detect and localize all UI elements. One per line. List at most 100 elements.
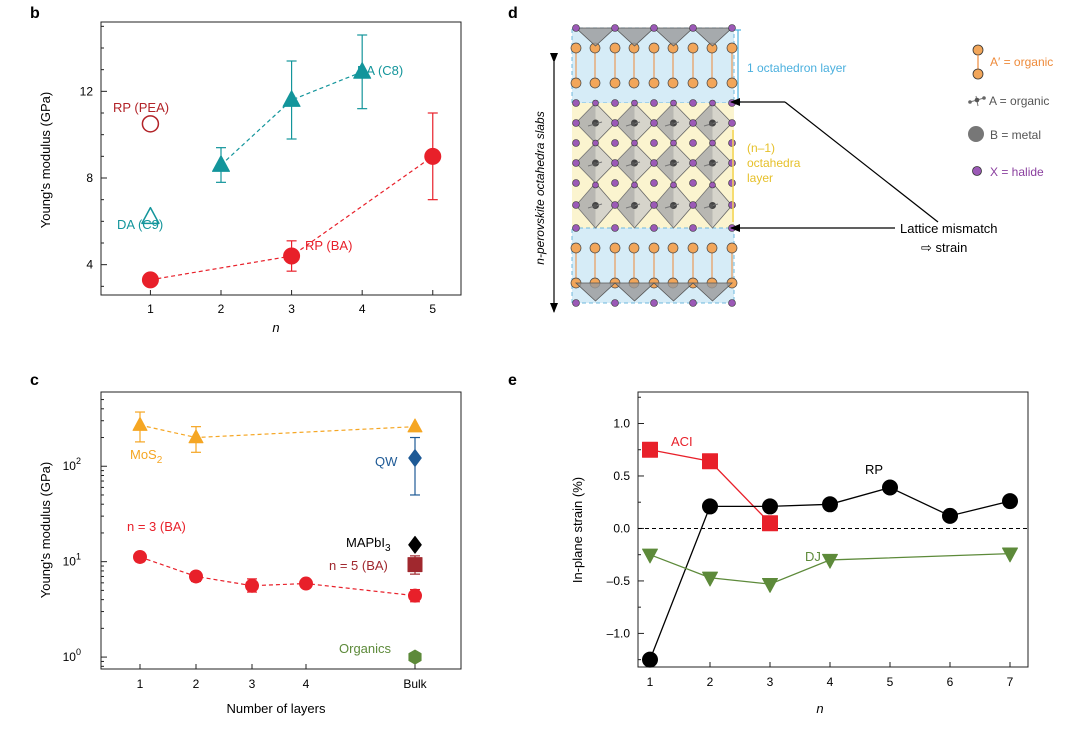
halide-atom: [650, 179, 658, 187]
halide-atom: [611, 99, 619, 107]
panel-b-frame: [100, 21, 462, 296]
panel-e: e 1 2 3 4 5 6 7 1.0 0.5 0.0 –0.5 –1.0 ACI RP DJ In-…: [508, 372, 1029, 716]
point-aci: [702, 453, 718, 470]
panel-c-label-n3: n = 3 (BA): [127, 519, 186, 534]
a-site-atom: [670, 162, 674, 166]
octahedron-shade: [693, 103, 713, 143]
perovskite-lattice-illustration: [570, 24, 738, 307]
panel-e-label-dj: DJ: [805, 549, 821, 564]
spacer-cation: [687, 42, 699, 54]
a-site-atom: [593, 122, 597, 126]
legend-a-prime-label: A′ = organic: [990, 55, 1053, 69]
point-mos2: [132, 416, 148, 431]
halide-atom: [670, 181, 677, 189]
spacer-cation: [648, 42, 660, 54]
series-line-mos2: [139, 424, 416, 439]
point-mapbi3: [408, 535, 422, 554]
a-site-atom: [670, 122, 674, 126]
halide-atom: [631, 181, 638, 189]
octahedron-shade: [693, 143, 713, 183]
panel-b-label-da-c8: DA (C8): [357, 63, 403, 78]
x-tick-label: 1: [137, 677, 144, 691]
x-tick-label: 5: [887, 675, 894, 689]
spacer-cation: [648, 242, 660, 254]
spacer-cation: [609, 242, 621, 254]
panel-b-y-axis-title: Young's modulus (GPa): [38, 92, 53, 228]
panel-d-letter: d: [508, 5, 518, 22]
panel-c-series: [132, 411, 423, 665]
halide-atom: [728, 139, 736, 147]
octahedron: [613, 27, 656, 47]
halide-atom: [572, 99, 580, 107]
dumbbell-icon: [972, 44, 984, 80]
mismatch-label-2: ⇨ strain: [921, 240, 967, 255]
halide-atom: [650, 24, 658, 32]
x-tick-label: Bulk: [403, 677, 427, 691]
a-site-atom: [593, 162, 597, 166]
spacer-cation: [706, 242, 718, 254]
panel-e-series: [642, 441, 1018, 668]
x-tick-label: 5: [429, 302, 436, 316]
point-mos2: [188, 429, 204, 444]
a-site-atom: [709, 204, 713, 208]
spacer-cation: [667, 242, 679, 254]
x-tick-label: 1: [147, 302, 154, 316]
panel-c-ticks: 1 2 3 4 Bulk 100 101 102: [63, 391, 428, 691]
point-dj: [1002, 547, 1018, 563]
x-tick-label: 4: [359, 302, 366, 316]
halide-atom: [572, 201, 580, 209]
halide-atom: [611, 179, 619, 187]
x-tick-label: 6: [947, 675, 954, 689]
point-rp: [702, 498, 718, 515]
point-rp: [1002, 493, 1018, 510]
panel-b-label-rp-pea: RP (PEA): [113, 100, 169, 115]
y-tick-label: 0.0: [613, 521, 630, 535]
point-rp-ba: [283, 247, 301, 265]
halide-atom: [650, 224, 658, 232]
molecule-icon: [968, 95, 986, 107]
panel-b-label-da-c9: DA (C9): [117, 217, 163, 232]
halide-atom: [689, 179, 697, 187]
point-rp: [882, 479, 898, 496]
spacer-cation: [726, 77, 738, 89]
metal-sphere-icon: [968, 126, 984, 142]
halide-atom: [689, 224, 697, 232]
octahedron-shade: [615, 183, 635, 228]
x-tick-label: 2: [218, 302, 225, 316]
a-site-atom: [709, 162, 713, 166]
halide-atom: [728, 299, 736, 307]
halide-atom: [709, 181, 716, 189]
octahedron: [691, 27, 734, 47]
point-n-5-ba: [407, 557, 423, 573]
halide-atom: [611, 119, 619, 127]
point-dj: [702, 571, 718, 587]
a-site-atom: [593, 204, 597, 208]
halide-atom: [728, 201, 736, 209]
halide-atom: [689, 299, 697, 307]
spacer-cation: [570, 42, 582, 54]
mismatch-label-1: Lattice mismatch: [900, 221, 998, 236]
panel-c-label-organics: Organics: [339, 641, 392, 656]
panel-c: c 1 2 3 4 Bulk 100 101 102 MoS2 QW n = 3 (BA) M…: [30, 372, 462, 716]
legend-x-label: X = halide: [990, 165, 1044, 179]
point-dj: [822, 553, 838, 569]
point-rp-pea: [141, 115, 160, 133]
octahedron-shade: [615, 143, 635, 183]
y-tick-label: 102: [63, 456, 81, 473]
halide-atom: [689, 119, 697, 127]
halide-atom: [709, 139, 716, 147]
point-n-3-ba: [245, 578, 259, 593]
spacer-cation: [687, 242, 699, 254]
halide-atom: [728, 99, 736, 107]
panel-c-label-mos2: MoS2: [130, 447, 163, 466]
spacer-cation: [706, 77, 718, 89]
y-tick-label: 101: [63, 552, 81, 569]
layer-top-label: 1 octahedron layer: [747, 61, 846, 75]
spacer-cation: [589, 242, 601, 254]
point-rp: [822, 496, 838, 513]
panel-c-frame: [100, 391, 462, 670]
spacer-cation: [570, 77, 582, 89]
halide-atom: [631, 99, 638, 107]
